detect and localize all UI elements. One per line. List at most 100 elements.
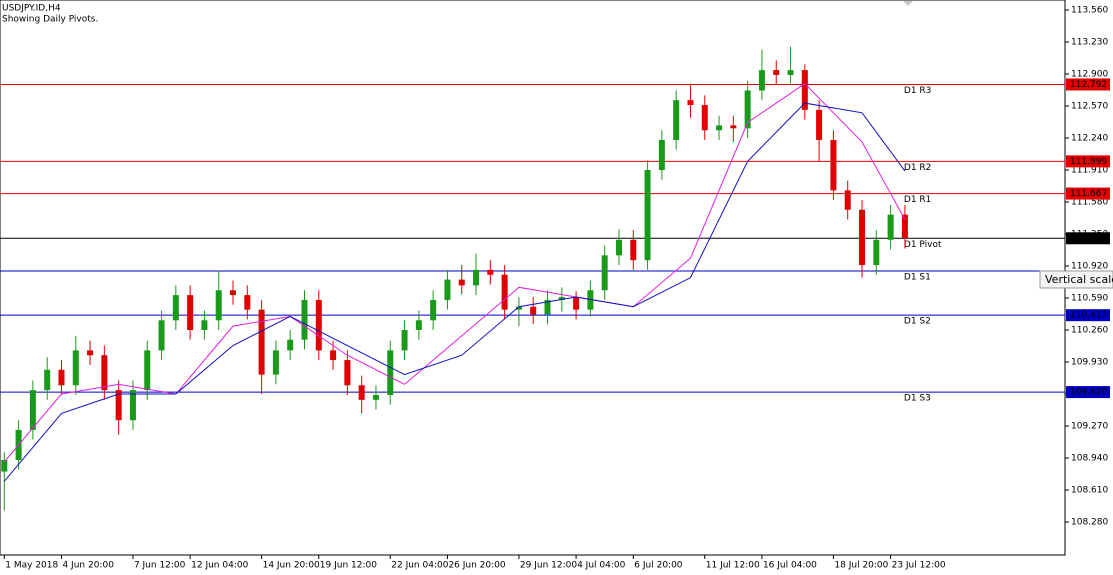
pivot-name: D1 S3 bbox=[904, 394, 931, 404]
y-tick-label: 110.590 bbox=[1071, 294, 1108, 304]
candle-body bbox=[201, 320, 208, 331]
candle-body bbox=[887, 214, 894, 240]
price-tag-label: 109.620 bbox=[1070, 388, 1107, 398]
moving-average bbox=[3, 102, 906, 482]
x-tick-label: 29 Jun 12:00 bbox=[520, 561, 577, 571]
candle-body bbox=[401, 330, 408, 351]
y-tick-label: 111.910 bbox=[1071, 166, 1108, 176]
x-tick-label: 26 Jun 20:00 bbox=[448, 561, 505, 571]
candle-body bbox=[44, 369, 51, 391]
pivot-name: D1 Pivot bbox=[904, 240, 942, 250]
y-tick-label: 109.270 bbox=[1071, 422, 1108, 432]
price-tag-label: 111.999 bbox=[1070, 157, 1107, 167]
candle-body bbox=[244, 295, 251, 310]
pivot-name: D1 R2 bbox=[904, 163, 932, 173]
pivot-name: D1 R1 bbox=[904, 195, 932, 205]
candle-body bbox=[758, 70, 765, 91]
price-tag-label: 111.206 bbox=[1070, 234, 1107, 244]
y-tick-label: 108.280 bbox=[1071, 518, 1108, 528]
x-tick-label: 12 Jun 04:00 bbox=[191, 561, 248, 571]
x-tick-label: 22 Jun 04:00 bbox=[391, 561, 448, 571]
price-tag bbox=[1066, 78, 1110, 91]
x-tick-label: 18 Jul 20:00 bbox=[834, 561, 888, 571]
candle-body bbox=[473, 269, 480, 286]
candle-body bbox=[530, 306, 537, 315]
price-tag-label: 112.792 bbox=[1070, 80, 1107, 90]
y-tick-label: 109.930 bbox=[1071, 358, 1108, 368]
candle-body bbox=[744, 90, 751, 129]
moving-average bbox=[3, 83, 906, 463]
y-tick-label: 112.570 bbox=[1071, 101, 1108, 111]
chart-subtitle: Showing Daily Pivots. bbox=[2, 15, 98, 25]
candle-body bbox=[301, 299, 308, 340]
x-tick-label: 11 Jul 12:00 bbox=[706, 561, 760, 571]
candle-body bbox=[1, 459, 8, 472]
candle-body bbox=[644, 170, 651, 261]
candle-body bbox=[187, 295, 194, 331]
y-tick-label: 113.230 bbox=[1071, 37, 1108, 47]
candle-body bbox=[573, 297, 580, 310]
x-tick-label: 7 Jun 12:00 bbox=[134, 561, 186, 571]
candle-body bbox=[72, 350, 79, 386]
candle-body bbox=[29, 390, 36, 430]
candle-body bbox=[144, 350, 151, 391]
candle-body bbox=[444, 279, 451, 300]
candle-body bbox=[215, 290, 222, 321]
candle-body bbox=[430, 299, 437, 321]
candle-body bbox=[501, 274, 508, 310]
candle-body bbox=[158, 320, 165, 351]
x-tick-label: 4 Jun 20:00 bbox=[62, 561, 114, 571]
y-tick-label: 110.920 bbox=[1071, 262, 1108, 272]
candle-body bbox=[830, 139, 837, 191]
plot-frame bbox=[0, 0, 1066, 556]
candle-body bbox=[315, 299, 322, 351]
pivot-name: D1 S1 bbox=[904, 273, 931, 283]
candle-body bbox=[844, 190, 851, 210]
x-tick-label: 6 Jul 20:00 bbox=[634, 561, 683, 571]
candle-body bbox=[115, 390, 122, 421]
shift-marker bbox=[903, 1, 913, 6]
y-tick-label: 110.260 bbox=[1071, 326, 1108, 336]
candle-body bbox=[330, 350, 337, 361]
candle-body bbox=[372, 394, 379, 400]
price-tag bbox=[1066, 232, 1110, 245]
price-tag-label: 110.413 bbox=[1070, 311, 1107, 321]
candle-body bbox=[544, 299, 551, 315]
y-tick-label: 112.900 bbox=[1071, 69, 1108, 79]
price-tag bbox=[1066, 155, 1110, 168]
candle-body bbox=[487, 269, 494, 275]
candle-body bbox=[387, 350, 394, 395]
candle-body bbox=[287, 339, 294, 351]
pivot-name: D1 S2 bbox=[904, 317, 931, 327]
candle-body bbox=[458, 279, 465, 286]
y-tick-label: 111.580 bbox=[1071, 198, 1108, 208]
candle-body bbox=[101, 355, 108, 391]
candle-body bbox=[87, 350, 94, 356]
tooltip: Vertical scale bbox=[1045, 273, 1113, 286]
candle-body bbox=[716, 125, 723, 131]
candle-body bbox=[258, 309, 265, 375]
candle-body bbox=[873, 239, 880, 266]
candle-body bbox=[230, 290, 237, 296]
candle-body bbox=[773, 70, 780, 75]
candle-body bbox=[601, 255, 608, 291]
candle-body bbox=[515, 306, 522, 310]
candle-body bbox=[673, 100, 680, 140]
candle-body bbox=[730, 125, 737, 129]
candle-body bbox=[816, 109, 823, 140]
x-tick-label: 19 Jun 12:00 bbox=[320, 561, 377, 571]
candle-body bbox=[172, 295, 179, 321]
chart-title: USDJPY.ID,H4 bbox=[2, 4, 61, 14]
candle-body bbox=[415, 320, 422, 331]
price-tag bbox=[1066, 187, 1110, 200]
price-tag bbox=[1066, 386, 1110, 399]
price-tag bbox=[1066, 309, 1110, 322]
price-tag-label: 111.667 bbox=[1070, 189, 1107, 199]
candle-body bbox=[801, 70, 808, 110]
candle-body bbox=[558, 297, 565, 300]
y-tick-label: 108.610 bbox=[1071, 486, 1108, 496]
y-tick-label: 108.940 bbox=[1071, 454, 1108, 464]
candle-body bbox=[630, 239, 637, 261]
x-tick-label: 16 Jul 04:00 bbox=[763, 561, 817, 571]
